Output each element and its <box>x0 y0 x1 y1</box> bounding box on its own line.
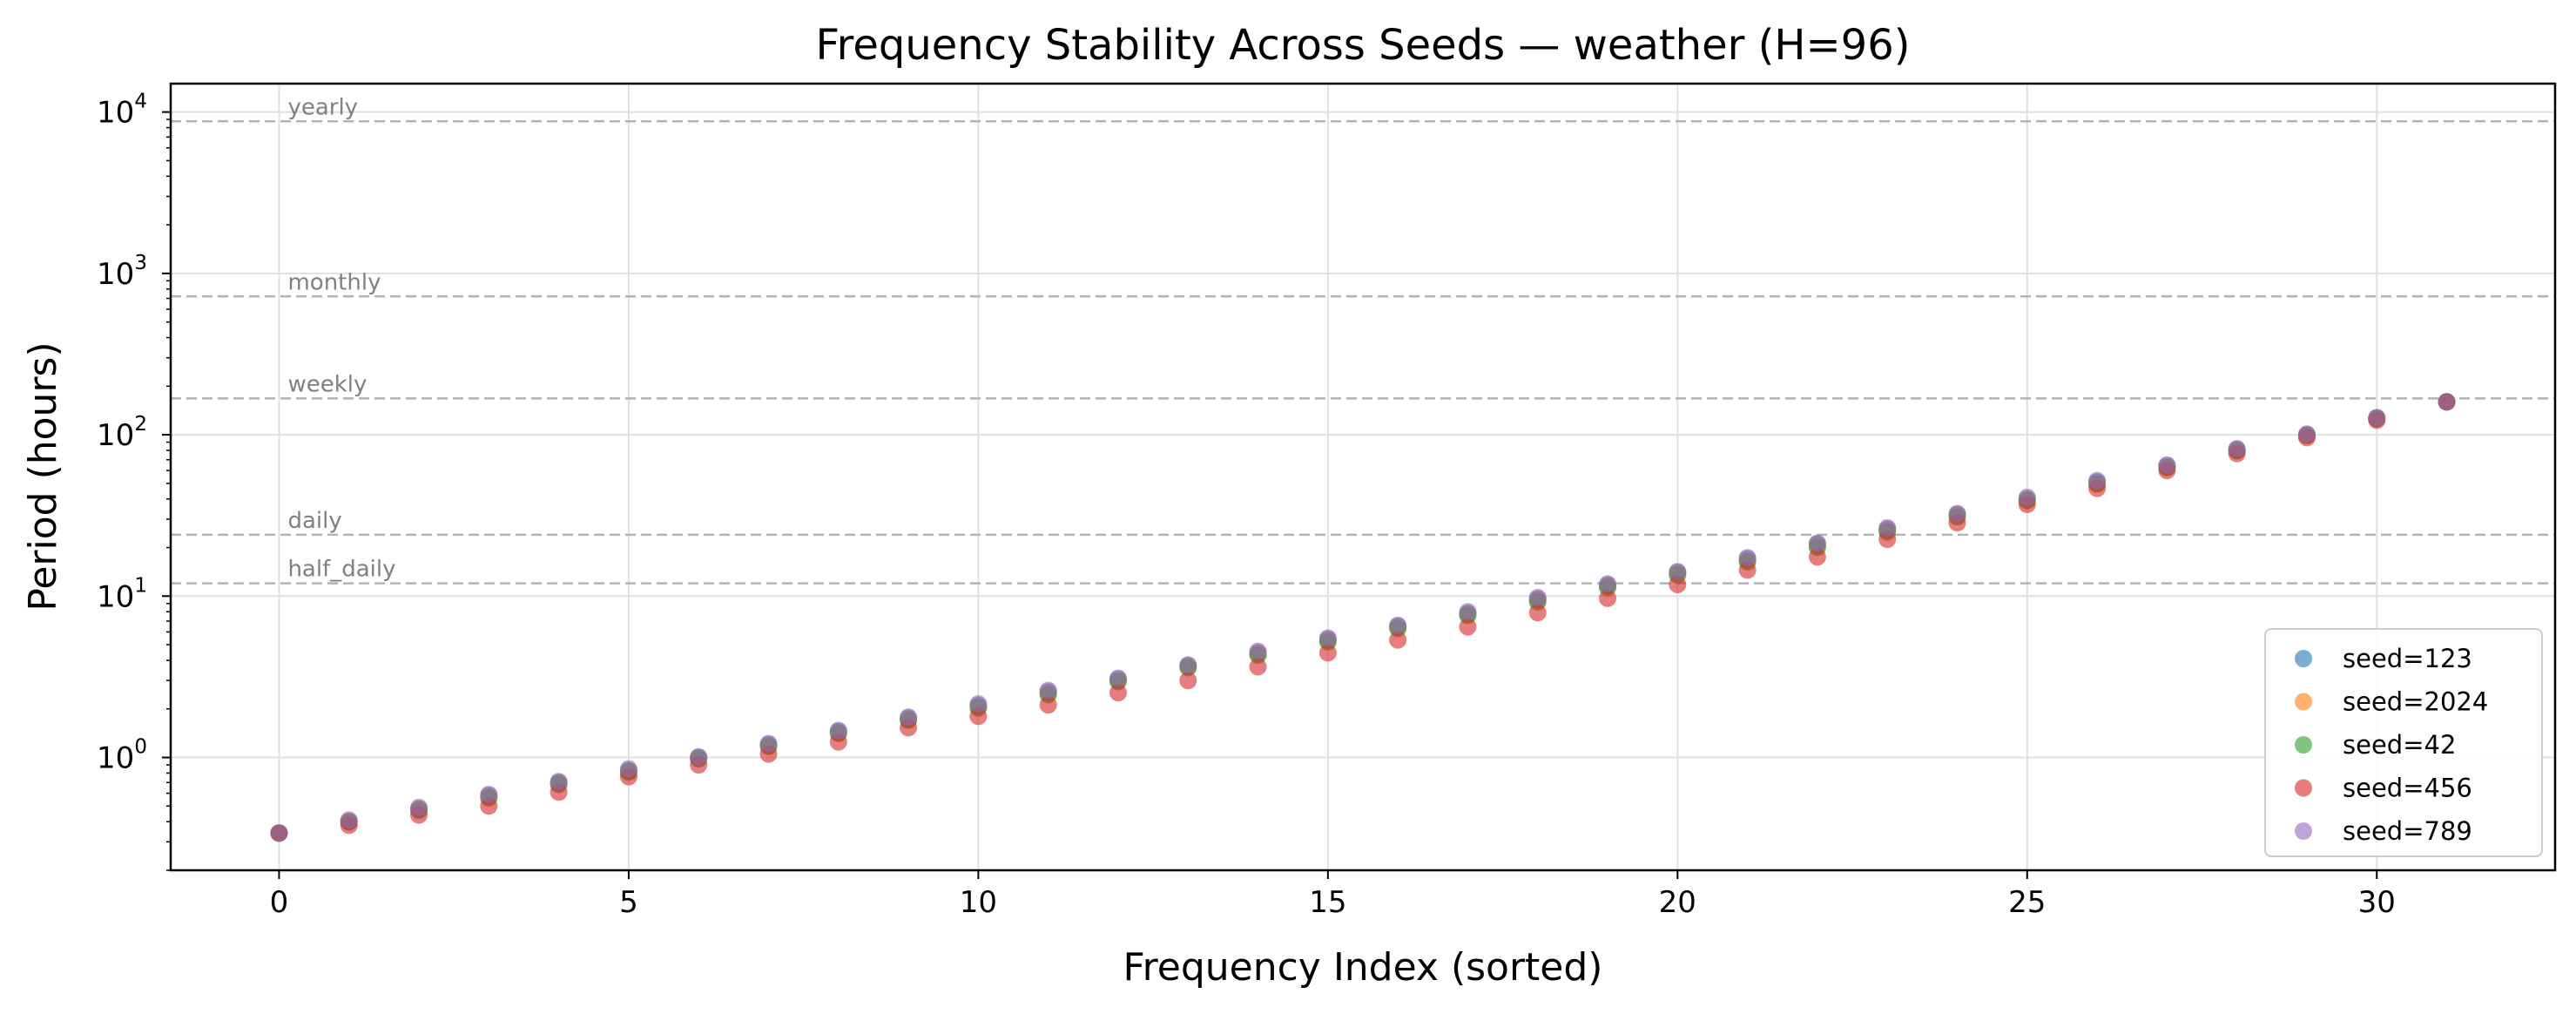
data-point <box>1738 561 1757 579</box>
data-point <box>900 708 918 727</box>
data-point <box>1459 618 1477 636</box>
x-tick-label: 0 <box>270 885 289 920</box>
data-point <box>1249 658 1267 676</box>
y-tick-exponent: 3 <box>134 252 147 274</box>
x-axis-ticks: 0 5 10 15 20 25 30 <box>270 870 2396 920</box>
x-axis-label: Frequency Index (sorted) <box>1123 945 1603 990</box>
legend-label: seed=456 <box>2343 774 2472 803</box>
legend-label: seed=2024 <box>2343 687 2488 717</box>
data-point <box>1599 589 1617 607</box>
legend-marker <box>2295 693 2312 711</box>
data-point <box>1389 631 1407 649</box>
y-tick-label: 101 <box>97 574 147 614</box>
data-point <box>340 811 358 829</box>
reference-label-daily: daily <box>287 508 341 534</box>
data-point <box>2158 456 2176 474</box>
data-point <box>1179 672 1197 690</box>
data-point <box>1948 504 1966 523</box>
chart-title: Frequency Stability Across Seeds — weath… <box>816 21 1911 70</box>
x-tick-label: 5 <box>619 885 638 920</box>
x-tick-label: 25 <box>2008 885 2046 920</box>
y-tick-base: 10 <box>97 741 134 776</box>
y-tick-base: 10 <box>97 418 134 453</box>
data-point <box>1878 518 1897 537</box>
data-point <box>1808 534 1826 552</box>
y-tick-exponent: 0 <box>134 736 147 759</box>
y-axis-label: Period (hours) <box>21 341 65 611</box>
x-tick-label: 20 <box>1659 885 1696 920</box>
data-point <box>1249 642 1267 660</box>
x-tick-label: 30 <box>2358 885 2396 920</box>
reference-label-monthly: monthly <box>287 269 381 295</box>
y-tick-exponent: 2 <box>134 413 147 436</box>
data-point <box>969 694 988 713</box>
reference-lines: yearly monthly weekly daily half_daily <box>171 94 2555 585</box>
legend-marker <box>2295 650 2312 667</box>
data-point <box>480 785 498 803</box>
legend-marker <box>2295 779 2312 797</box>
y-tick-base: 10 <box>97 579 134 614</box>
legend-label: seed=789 <box>2343 816 2472 846</box>
y-tick-exponent: 4 <box>134 91 147 113</box>
data-point <box>1109 669 1127 687</box>
legend-marker <box>2295 736 2312 754</box>
y-tick-label: 104 <box>97 91 147 131</box>
data-point <box>270 824 288 842</box>
data-point <box>1808 548 1826 566</box>
data-point <box>1389 616 1407 634</box>
x-tick-label: 10 <box>960 885 997 920</box>
x-tick-label: 15 <box>1309 885 1346 920</box>
reference-label-weekly: weekly <box>287 371 367 397</box>
data-point <box>2018 488 2036 506</box>
y-tick-base: 10 <box>97 96 134 131</box>
y-tick-label: 102 <box>97 413 147 453</box>
data-point <box>1459 603 1477 621</box>
data-point <box>1318 644 1337 662</box>
data-point <box>410 798 428 816</box>
data-point <box>2368 409 2386 427</box>
reference-label-yearly: yearly <box>287 94 358 120</box>
data-point <box>690 747 708 766</box>
y-tick-exponent: 1 <box>134 574 147 597</box>
data-point <box>759 734 778 753</box>
data-point <box>1669 575 1687 593</box>
data-point <box>969 707 988 726</box>
data-point <box>2297 425 2316 443</box>
data-point <box>1669 563 1687 581</box>
data-point <box>619 760 637 778</box>
data-point <box>2228 440 2246 458</box>
plot-frame <box>169 82 2557 872</box>
data-point <box>550 773 568 791</box>
data-point <box>1109 684 1127 702</box>
legend-label: seed=123 <box>2343 644 2472 673</box>
data-point <box>829 721 847 740</box>
grid <box>171 84 2555 870</box>
data-point <box>2438 393 2456 411</box>
data-point <box>1039 681 1057 700</box>
data-point <box>1528 604 1547 622</box>
legend: seed=123 seed=2024 seed=42 seed=456 seed=789 <box>2264 628 2543 857</box>
y-tick-label: 100 <box>97 736 147 776</box>
data-point <box>1039 696 1057 714</box>
data-point <box>1599 575 1617 593</box>
data-point <box>1738 549 1757 567</box>
reference-label-half_daily: half_daily <box>287 557 395 583</box>
y-tick-label: 103 <box>97 252 147 292</box>
legend-marker <box>2295 822 2312 840</box>
data-point <box>1179 656 1197 674</box>
scatter-points <box>270 393 2456 842</box>
data-point <box>2088 471 2107 490</box>
legend-box <box>2264 628 2543 857</box>
data-point <box>1528 588 1547 606</box>
legend-label: seed=42 <box>2343 730 2456 760</box>
data-point <box>1318 629 1337 647</box>
y-tick-base: 10 <box>97 257 134 292</box>
